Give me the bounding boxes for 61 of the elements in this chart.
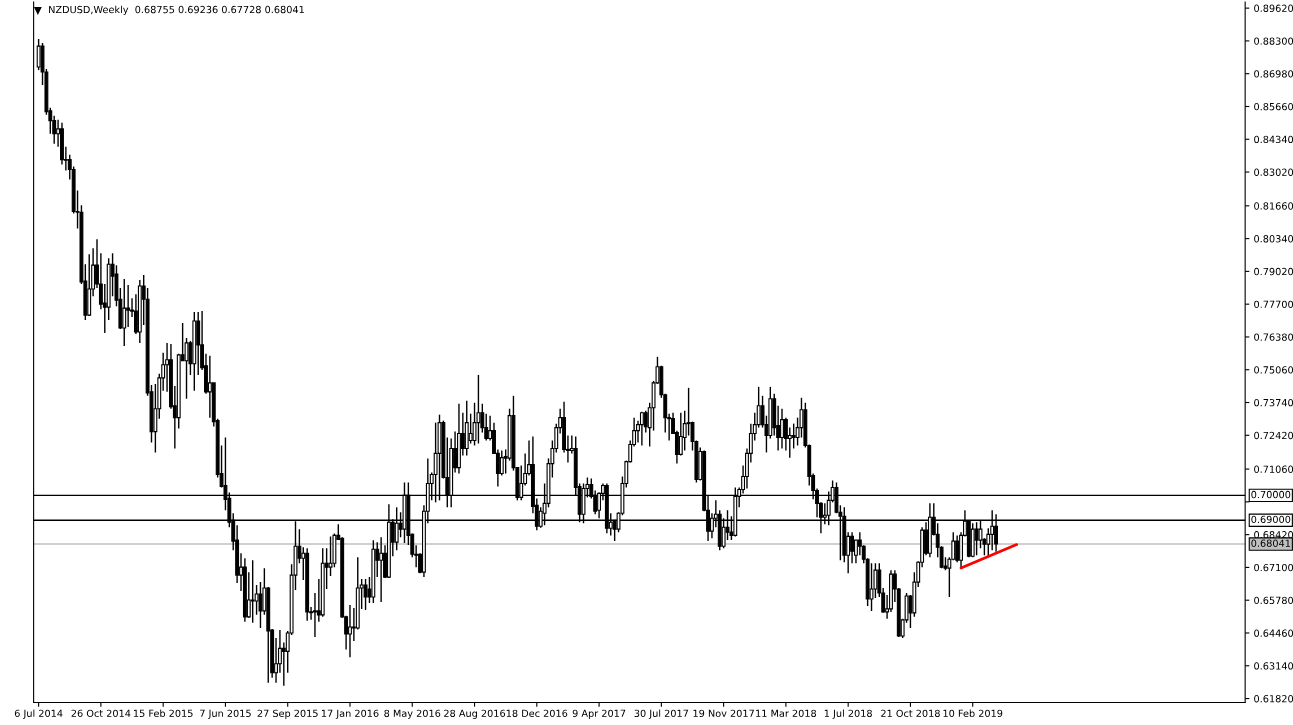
candlestick (955, 534, 960, 563)
candlestick (258, 581, 263, 629)
x-tick-label: 8 May 2016 (384, 709, 441, 719)
candlestick (379, 536, 384, 603)
candlestick (250, 559, 255, 624)
x-tick-label: 27 Sep 2015 (257, 709, 318, 719)
candlestick (313, 592, 317, 638)
ref-line-label: 0.68041 (1251, 539, 1291, 547)
x-tick-label: 30 Jul 2017 (634, 709, 689, 719)
chart-title: NZDUSD,Weekly 0.68755 0.69236 0.67728 0.68041 (49, 5, 304, 16)
x-tick-label: 9 Apr 2017 (572, 709, 626, 719)
candlestick (363, 578, 368, 611)
candlestick (196, 311, 201, 376)
x-tick-label: 1 Jul 2018 (824, 709, 872, 719)
y-tick-label: 0.85660 (1254, 102, 1293, 111)
y-tick-label: 0.63140 (1254, 662, 1293, 670)
candlestick (328, 535, 333, 577)
x-tick-label: 26 Oct 2014 (71, 709, 131, 717)
x-tick-label: 6 Jul 2014 (14, 709, 63, 719)
candlestick (869, 562, 874, 612)
candlestick (348, 604, 352, 659)
y-tick-label: 0.61820 (1254, 695, 1293, 703)
candlestick (678, 412, 683, 457)
y-tick-label: 0.88300 (1254, 37, 1293, 45)
y-tick-label: 0.79020 (1254, 267, 1293, 276)
candlestick (126, 284, 131, 328)
y-tick-label: 0.67100 (1254, 563, 1293, 572)
x-tick-label: 15 Feb 2015 (133, 709, 193, 717)
y-tick-label: 0.65780 (1254, 596, 1293, 605)
candlestick (780, 408, 784, 450)
candlestick (791, 422, 796, 450)
ref-line-label: 0.69000 (1251, 515, 1291, 524)
candlestick (122, 278, 127, 347)
ref-line-label: 0.70000 (1251, 490, 1291, 499)
y-tick-label: 0.73740 (1254, 398, 1293, 407)
x-tick-label: 7 Jun 2015 (200, 709, 251, 719)
y-tick-label: 0.80340 (1254, 235, 1293, 243)
y-tick-label: 0.77700 (1254, 300, 1293, 308)
x-tick-label: 18 Dec 2016 (506, 709, 568, 717)
x-tick-label: 10 Feb 2019 (943, 709, 1003, 717)
candlestick (499, 449, 504, 477)
y-tick-label: 0.76380 (1254, 333, 1293, 341)
y-tick-label: 0.84340 (1254, 135, 1293, 144)
y-tick-label: 0.75060 (1254, 366, 1293, 374)
candlestick (254, 584, 259, 616)
y-tick-label: 0.68420 (1254, 531, 1293, 539)
x-tick-label: 21 Oct 2018 (881, 709, 940, 717)
y-tick-label: 0.81660 (1254, 202, 1293, 210)
y-tick-label: 0.72420 (1254, 431, 1293, 440)
x-tick-label: 19 Nov 2017 (693, 709, 754, 717)
candlestick (850, 531, 855, 564)
candlestick (639, 411, 644, 447)
x-tick-label: 11 Mar 2018 (756, 709, 817, 717)
x-tick-label: 28 Aug 2016 (444, 709, 506, 719)
y-tick-label: 0.64460 (1254, 629, 1293, 637)
y-tick-label: 0.86980 (1254, 70, 1293, 78)
x-tick-label: 17 Jan 2016 (321, 709, 379, 719)
y-tick-label: 0.83020 (1254, 168, 1293, 176)
candlestick (476, 374, 481, 445)
y-tick-label: 0.89620 (1254, 4, 1293, 12)
y-tick-label: 0.71060 (1254, 465, 1293, 473)
